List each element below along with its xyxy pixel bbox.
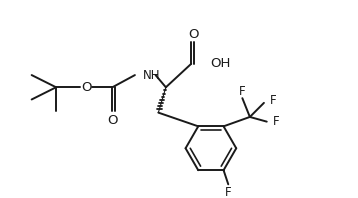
- Text: NH: NH: [142, 69, 160, 82]
- Text: F: F: [272, 115, 279, 128]
- Text: F: F: [225, 186, 232, 198]
- Text: O: O: [107, 114, 118, 127]
- Text: O: O: [81, 81, 91, 94]
- Text: OH: OH: [210, 57, 230, 70]
- Text: O: O: [188, 28, 198, 41]
- Text: F: F: [239, 85, 246, 98]
- Text: F: F: [270, 94, 276, 108]
